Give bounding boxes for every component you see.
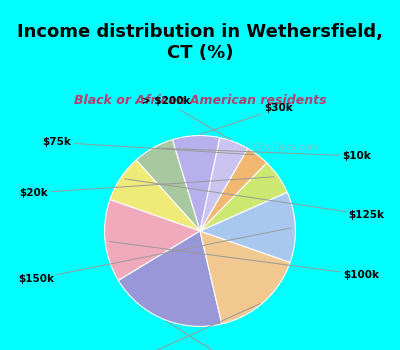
Text: ⓘ City-Data.com: ⓘ City-Data.com — [244, 142, 317, 152]
Wedge shape — [118, 231, 222, 327]
Text: $30k: $30k — [200, 103, 294, 134]
Wedge shape — [200, 138, 248, 231]
Text: Black or African American residents: Black or African American residents — [74, 94, 326, 107]
Wedge shape — [200, 231, 290, 324]
Text: $125k: $125k — [125, 179, 384, 220]
Text: $150k: $150k — [18, 228, 291, 284]
Text: $200k: $200k — [107, 304, 260, 350]
Text: $100k: $100k — [109, 241, 379, 280]
Wedge shape — [110, 160, 200, 231]
Text: Income distribution in Wethersfield,
CT (%): Income distribution in Wethersfield, CT … — [17, 23, 383, 62]
Wedge shape — [172, 135, 220, 231]
Wedge shape — [200, 163, 287, 231]
Text: $75k: $75k — [42, 137, 254, 155]
Text: $20k: $20k — [19, 177, 274, 198]
Text: > $200k: > $200k — [142, 97, 231, 140]
Text: $60k: $60k — [166, 321, 258, 350]
Wedge shape — [136, 140, 200, 231]
Wedge shape — [104, 199, 200, 280]
Wedge shape — [200, 148, 267, 231]
Wedge shape — [200, 192, 296, 262]
Text: $10k: $10k — [157, 148, 371, 161]
